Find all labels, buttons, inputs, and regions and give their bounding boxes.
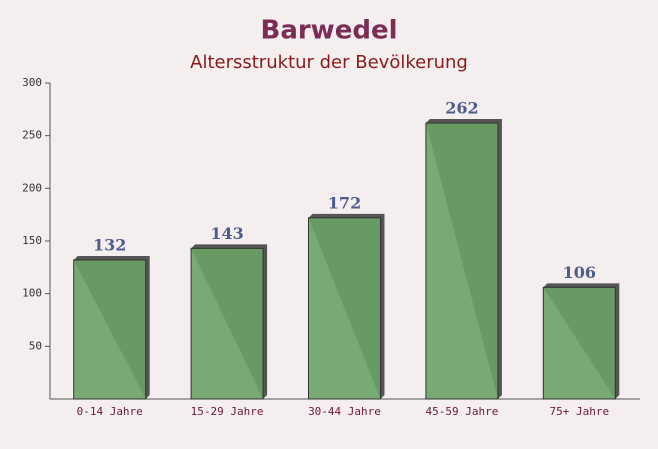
bar: [190, 247, 264, 400]
bar: [308, 217, 381, 400]
x-tick-label: 0-14 Jahre: [77, 405, 143, 418]
x-tick-label: 75+ Jahre: [549, 405, 609, 418]
chart-subtitle: Altersstruktur der Bevölkerung: [190, 52, 468, 73]
y-tick-label: 200: [22, 181, 42, 194]
data-label: 172: [328, 193, 361, 212]
bar: [425, 122, 499, 400]
chart-title: Barwedel: [261, 16, 398, 46]
x-tick-label: 15-29 Jahre: [191, 405, 264, 418]
y-tick-label: 50: [29, 339, 42, 352]
x-tick-label: 45-59 Jahre: [425, 405, 498, 418]
data-label: 143: [210, 224, 243, 243]
y-tick-label: 300: [22, 76, 42, 89]
bar: [73, 259, 147, 400]
y-tick-label: 250: [22, 129, 42, 142]
data-label: 262: [445, 99, 478, 118]
bar: [542, 286, 616, 400]
data-label: 106: [563, 263, 596, 282]
x-tick-label: 30-44 Jahre: [308, 405, 381, 418]
y-tick-label: 100: [22, 287, 42, 300]
data-label: 132: [93, 235, 126, 254]
y-tick-label: 150: [22, 234, 42, 247]
